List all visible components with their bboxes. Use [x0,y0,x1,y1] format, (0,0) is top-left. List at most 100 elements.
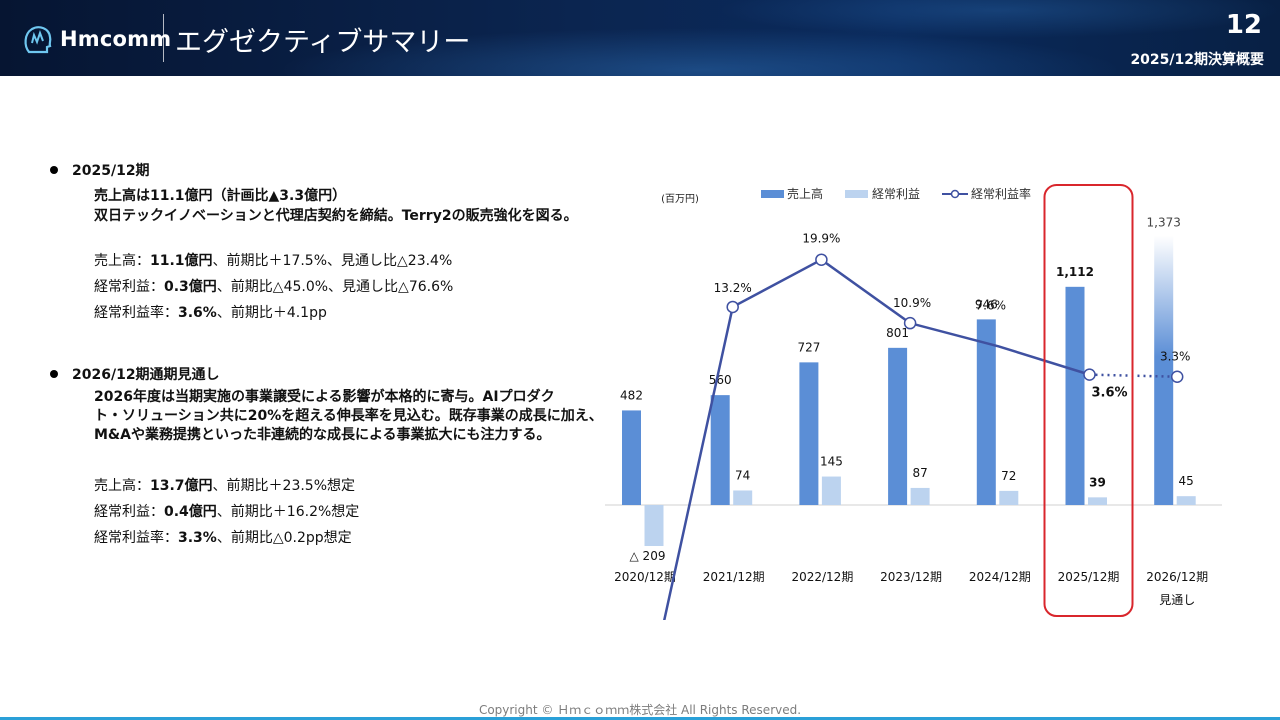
stat-line: 売上高：13.7億円、前期比＋23.5%想定 [94,473,608,499]
copyright-text: Copyright © Ｈｍｃｏｍｍ株式会社 All Rights Reserv… [478,703,802,717]
legend-label-profit: 経常利益 [872,187,920,201]
head-logo-icon [24,26,52,54]
heading-text: 2025/12期 [72,163,150,179]
stat-value: 11.1億円 [150,253,213,269]
summary-line: 双日テックイノベーションと代理店契約を締結。Terry2の販売強化を図る。 [94,208,578,224]
stat-label: 経常利益： [94,504,164,520]
highlight-frame [1043,184,1134,617]
bar-label-profit: 87 [912,466,927,480]
stat-value: 13.7億円 [150,478,213,494]
stat-label: 売上高： [94,478,150,494]
bullet-heading-2026: 2026/12期通期見通し [48,362,608,386]
stat-detail: 、前期比＋16.2%想定 [216,504,360,520]
bar-sales [799,362,819,505]
stat-line: 経常利益率：3.6%、前期比＋4.1pp [94,300,608,326]
stat-label: 経常利益率： [94,305,178,321]
legend-label-sales: 売上高 [787,186,823,201]
x-tick-label: 2024/12期 [969,570,1031,584]
stat-value: 0.4億円 [164,504,217,520]
section-2026: 2026/12期通期見通し 2026年度は当期実施の事業譲受による影響が本格的に… [48,362,608,551]
bar-profit [821,476,841,505]
rate-line [663,258,1090,620]
legend-label-rate: 経常利益率 [971,186,1031,201]
footer-accent-line [0,717,1280,720]
stat-value: 0.3億円 [164,279,217,295]
x-tick-label: 2022/12期 [791,570,853,584]
stat-detail: 、前期比＋17.5%、見通し比△23.4% [212,253,453,269]
outlook-line: M&Aや業務提携といった非連続的な成長による事業拡大にも注力する。 [94,427,551,443]
outlook-line: 2026年度は当期実施の事業譲受による影響が本格的に寄与。AIプロダク [94,389,555,405]
brand-logo[interactable]: Hmcomm [20,22,171,56]
page-subtitle: 2025/12期決算概要 [1130,52,1264,68]
bar-sales [888,347,908,505]
bar-label-sales: 1,373 [1147,216,1181,230]
summary-line: 売上高は11.1億円（計画比▲3.3億円） [94,188,347,204]
bar-label-profit: 145 [820,455,843,469]
bar-sales [1065,286,1085,505]
x-tick-label: 2023/12期 [880,570,942,584]
x-tick-label: 2021/12期 [703,570,765,584]
bar-label-sales: 482 [620,388,643,402]
bar-label-sales: 946 [975,297,998,311]
bar-label-sales: 801 [886,326,909,340]
bar-sales [976,319,996,505]
rate-label: 19.9% [802,232,840,246]
stat-line: 経常利益率：3.3%、前期比△0.2pp想定 [94,525,608,551]
stat-line: 経常利益：0.4億円、前期比＋16.2%想定 [94,499,608,525]
unit-label: (百万円) [661,193,699,205]
stat-detail: 、前期比△0.2pp想定 [216,530,352,546]
bar-profit [733,490,753,505]
legend-swatch-sales [761,190,784,198]
stat-detail: 、前期比△45.0%、見通し比△76.6% [216,279,454,295]
bar-profit [910,487,930,505]
bar-label-profit: 45 [1179,474,1194,488]
rate-marker [726,300,739,314]
bar-sales [622,410,641,505]
bullet-dot [50,370,58,378]
stat-line: 売上高：11.1億円、前期比＋17.5%、見通し比△23.4% [94,248,608,274]
bullet-dot [50,166,58,174]
bar-profit [1176,496,1196,505]
bar-label-sales: 1,112 [1056,265,1094,279]
rate-marker [1170,370,1184,383]
rate-label: 3.3% [1160,350,1191,364]
summary-text: 2025/12期 売上高は11.1億円（計画比▲3.3億円） 双日テックイノベー… [48,158,608,551]
stat-label: 経常利益率： [94,530,178,546]
bar-label-profit: △ 209 [630,549,666,563]
bar-sales [710,395,730,505]
legend-marker-rate [950,189,960,199]
rate-label: 3.6% [1091,386,1127,401]
header-banner: Hmcomm エグゼクティブサマリー 12 2025/12期決算概要 [0,0,1280,76]
bar-profit [644,505,664,547]
bar-label-profit: 74 [735,468,750,482]
section-2025: 2025/12期 売上高は11.1億円（計画比▲3.3億円） 双日テックイノベー… [48,158,608,326]
x-tick-sublabel: 見通し [1159,593,1195,607]
rate-label: 13.2% [714,281,752,295]
sales-profit-chart: (百万円) 売上高 経常利益 経常利益率 482 △ 209 2020/12期 560 74 20… [605,184,1222,620]
bar-label-sales: 560 [709,373,732,387]
bar-label-sales: 727 [797,340,820,354]
bar-label-profit: 72 [1001,469,1016,483]
stat-value: 3.3% [178,530,217,546]
rate-marker [903,316,917,330]
x-tick-label: 2020/12期 [614,570,676,584]
bar-profit [1088,497,1107,505]
legend-swatch-profit [845,190,868,198]
stat-label: 売上高： [94,253,150,269]
rate-marker [1083,368,1096,381]
stat-value: 3.6% [178,305,217,321]
stat-line: 経常利益：0.3億円、前期比△45.0%、見通し比△76.6% [94,274,608,300]
page-number: 12 [1225,10,1262,40]
header-divider [163,14,164,62]
outlook-line: ト・ソリューション共に20%を超える伸長率を見込む。既存事業の成長に加え、 [94,408,603,424]
brand-name: Hmcomm [60,27,172,51]
x-tick-label: 2025/12期 [1058,570,1120,584]
bullet-heading-2025: 2025/12期 [48,158,608,182]
bar-sales [1154,235,1174,505]
stat-label: 経常利益： [94,279,164,295]
x-tick-label: 2026/12期 [1146,570,1208,584]
bar-profit [999,490,1019,505]
rate-label: 10.9% [893,296,931,310]
page-title: エグゼクティブサマリー [175,27,471,58]
stat-detail: 、前期比＋23.5%想定 [212,478,356,494]
